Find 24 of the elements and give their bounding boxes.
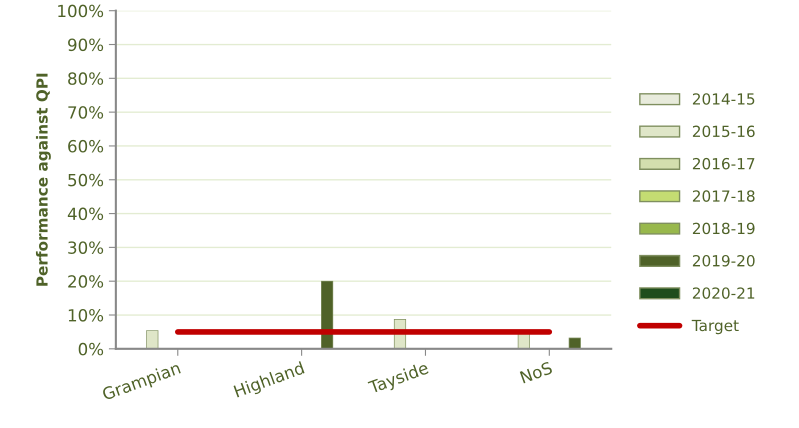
bar [568,338,581,349]
legend-label: 2019-20 [692,254,755,267]
y-tick-label: 100% [58,4,104,18]
y-tick-label: 0% [78,342,104,356]
legend-label: 2014-15 [692,93,754,105]
y-tick-label: 60% [68,140,104,153]
x-tick-label: NoS [520,361,553,384]
y-tick-label: 50% [68,174,104,186]
legend-label: 2020-21 [692,287,754,299]
y-tick-label: 20% [68,275,104,288]
bar [146,330,158,349]
legend-label: 2017-18 [692,190,755,202]
y-tick-label: 40% [68,208,104,220]
x-tick-label: Tayside [367,360,430,397]
y-tick-label: 30% [68,241,104,254]
legend-label: 2015-16 [692,126,755,138]
y-tick-label: 10% [68,308,104,322]
legend-label: 2018-19 [692,222,755,234]
y-tick-label: 80% [68,72,104,85]
legend-label: Target [692,320,739,334]
legend-label: 2016-17 [692,158,754,170]
y-tick-label: 90% [68,38,104,52]
y-tick-label: 70% [68,106,104,119]
y-axis-title: Performance against QPI [36,74,51,286]
